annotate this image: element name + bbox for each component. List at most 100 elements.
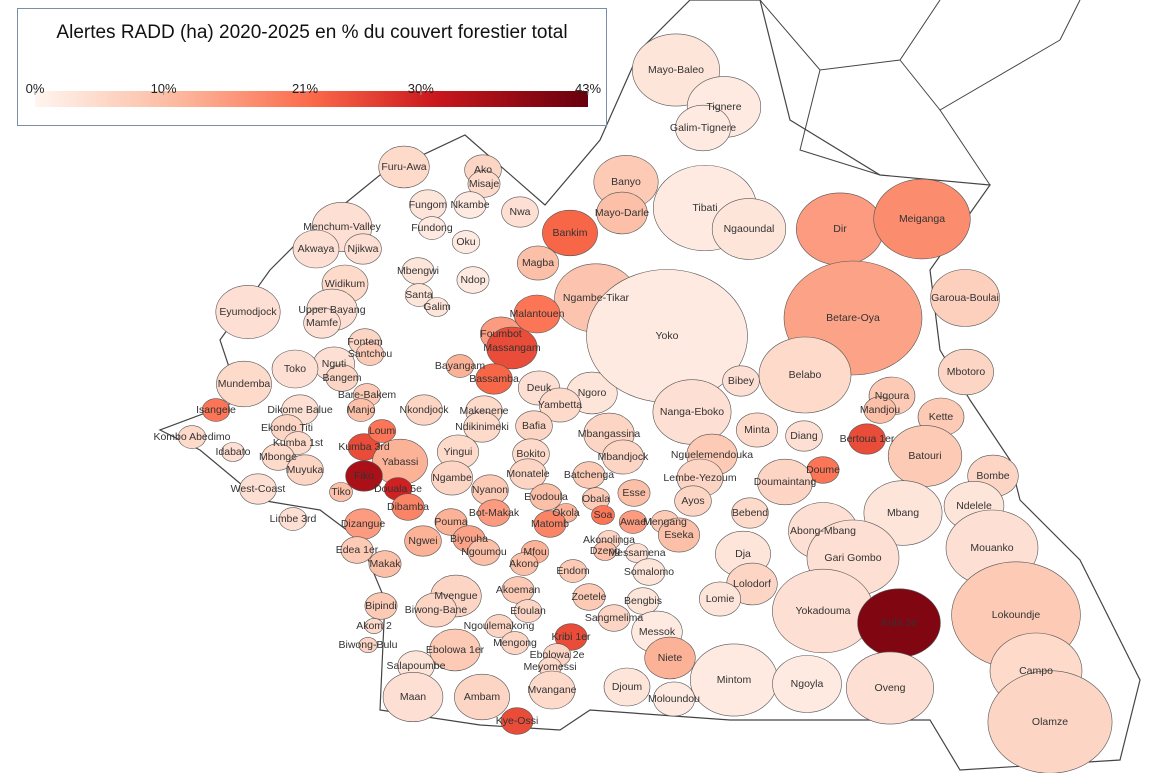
- region-label: Monatele: [506, 468, 549, 480]
- region-label: Galim-Tignere: [670, 122, 736, 134]
- region: [391, 493, 425, 521]
- region-label: Nguelemendouka: [671, 449, 753, 461]
- region-label: Doume: [806, 464, 840, 476]
- region: [467, 170, 501, 198]
- region-label: Lokoundje: [992, 609, 1041, 621]
- region-label: Toko: [284, 363, 306, 375]
- region: [632, 558, 666, 586]
- region-label: Bertoua 1er: [840, 433, 895, 445]
- region-label: Mfou: [523, 546, 547, 558]
- region-label: Tibati: [692, 202, 717, 214]
- region: [758, 336, 852, 414]
- region-label: Efoulan: [510, 605, 546, 617]
- region-label: Niete: [658, 652, 683, 664]
- region-label: Nguti: [322, 358, 347, 370]
- region-label: Mengang: [643, 516, 687, 528]
- legend-title: Alertes RADD (ha) 2020-2025 en % du couv…: [56, 22, 568, 43]
- region-label: Loum: [369, 425, 396, 437]
- region: [538, 387, 581, 423]
- region: [382, 671, 444, 722]
- region-label: Massangam: [483, 342, 540, 354]
- region-label: Ndikinimeki: [455, 421, 509, 433]
- region-label: Eseka: [664, 529, 693, 541]
- region: [501, 196, 539, 228]
- region-label: Bankim: [552, 227, 587, 239]
- region: [325, 364, 359, 392]
- region-label: Galim: [423, 301, 451, 313]
- region-label: Idabato: [215, 446, 250, 458]
- region-label: Djoum: [612, 681, 643, 693]
- region: [711, 198, 787, 260]
- region: [425, 297, 449, 317]
- region-label: Akom 2: [356, 620, 392, 632]
- region-label: Biwong-Bane: [405, 604, 468, 616]
- region-label: Mvengue: [434, 590, 477, 602]
- region-label: Abong-Mbang: [790, 525, 856, 537]
- region-label: Ngambe-Tikar: [563, 292, 630, 304]
- region: [657, 517, 700, 553]
- region-label: Limbe 3rd: [270, 513, 317, 525]
- region-label: Ayos: [681, 495, 704, 507]
- region-label: Ngambe: [432, 472, 472, 484]
- region-label: Kribi 1er: [551, 631, 591, 643]
- region-label: Ngoumou: [461, 546, 507, 558]
- region-label: Biwong-Bulu: [339, 639, 398, 651]
- region: [286, 454, 324, 486]
- region-label: Endom: [556, 565, 590, 577]
- region-label: Meiganga: [899, 213, 945, 225]
- region: [445, 354, 475, 378]
- region: [938, 348, 994, 396]
- region: [675, 104, 731, 152]
- region-label: Ebolowa 2e: [530, 649, 585, 661]
- region-label: Santchou: [348, 348, 393, 360]
- region: [463, 411, 501, 443]
- region-label: Muyuka: [287, 464, 324, 476]
- region: [873, 178, 971, 260]
- region: [329, 482, 353, 502]
- region: [364, 618, 384, 634]
- region-label: Sangmelima: [585, 612, 644, 624]
- region: [358, 637, 378, 653]
- region-label: Soa: [594, 509, 613, 521]
- region-label: Mundemba: [218, 378, 271, 390]
- region-label: Ndelele: [956, 500, 992, 512]
- tick-label: 10%: [151, 81, 177, 96]
- region-label: Minta: [744, 424, 770, 436]
- region-label: Olamze: [1032, 716, 1068, 728]
- region-label: Ekondo Titi: [261, 422, 313, 434]
- region: [533, 510, 567, 538]
- region-label: Widikum: [325, 278, 366, 290]
- region-label: Batouri: [908, 450, 941, 462]
- region-label: Nanga-Eboko: [660, 406, 724, 418]
- region-label: Ako: [474, 164, 492, 176]
- region: [477, 499, 511, 527]
- region-label: Ngoulemakong: [464, 620, 535, 632]
- region-label: Mayo-Darle: [595, 207, 649, 219]
- region: [454, 673, 510, 721]
- region-label: Nkambe: [450, 199, 489, 211]
- region-label: Ngoyla: [791, 678, 824, 690]
- region-label: Betare-Oya: [826, 312, 880, 324]
- region-label: Ebolowa 1er: [426, 644, 485, 656]
- region: [344, 233, 382, 265]
- region-label: Bebend: [732, 507, 768, 519]
- region: [528, 670, 576, 710]
- region-label: Esse: [622, 487, 646, 499]
- legend-scale: 0% 10% 21% 30% 43%: [26, 81, 601, 107]
- region: [558, 559, 588, 583]
- region-label: Fundong: [411, 222, 453, 234]
- region: [346, 398, 376, 422]
- region-label: Ngwei: [408, 535, 437, 547]
- region-label: Nkondjock: [399, 404, 449, 416]
- region: [597, 604, 631, 632]
- region-label: Batchenga: [564, 469, 614, 481]
- region-label: Makak: [370, 558, 402, 570]
- region-label: Dir: [833, 223, 847, 235]
- tick-label: 0%: [26, 81, 45, 96]
- region-label: Kumba 3rd: [338, 441, 390, 453]
- region-label: Fontem: [347, 336, 383, 348]
- region-label: Yokadouma: [795, 605, 850, 617]
- region-label: Mamfe: [306, 317, 338, 329]
- region: [451, 230, 481, 254]
